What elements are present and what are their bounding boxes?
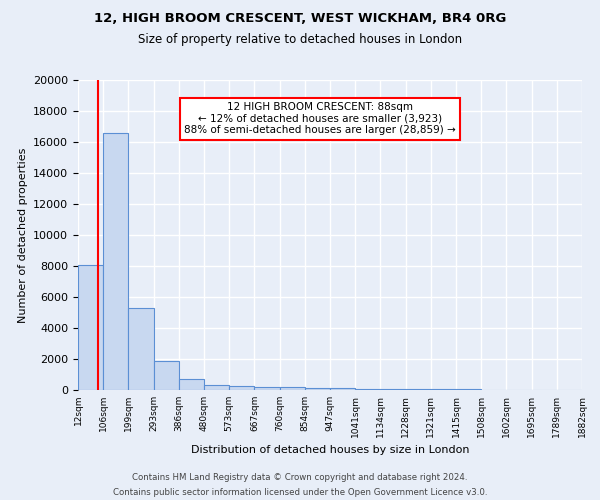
Bar xyxy=(406,389,431,390)
Text: 12, HIGH BROOM CRESCENT, WEST WICKHAM, BR4 0RG: 12, HIGH BROOM CRESCENT, WEST WICKHAM, B… xyxy=(94,12,506,26)
Bar xyxy=(128,308,154,390)
Text: 12 HIGH BROOM CRESCENT: 88sqm
← 12% of detached houses are smaller (3,923)
88% o: 12 HIGH BROOM CRESCENT: 88sqm ← 12% of d… xyxy=(184,102,456,136)
Bar xyxy=(330,388,355,390)
Bar xyxy=(78,265,103,390)
Text: Contains public sector information licensed under the Open Government Licence v3: Contains public sector information licen… xyxy=(113,488,487,497)
Bar xyxy=(204,384,229,390)
Bar xyxy=(154,362,179,390)
Y-axis label: Number of detached properties: Number of detached properties xyxy=(17,148,28,322)
Bar xyxy=(305,388,330,390)
Bar xyxy=(103,134,128,390)
Bar xyxy=(179,379,204,390)
Text: Contains HM Land Registry data © Crown copyright and database right 2024.: Contains HM Land Registry data © Crown c… xyxy=(132,473,468,482)
Bar xyxy=(280,387,305,390)
Text: Size of property relative to detached houses in London: Size of property relative to detached ho… xyxy=(138,32,462,46)
Bar xyxy=(229,386,254,390)
Bar xyxy=(380,389,406,390)
Bar xyxy=(254,386,280,390)
X-axis label: Distribution of detached houses by size in London: Distribution of detached houses by size … xyxy=(191,446,469,456)
Bar xyxy=(355,388,380,390)
